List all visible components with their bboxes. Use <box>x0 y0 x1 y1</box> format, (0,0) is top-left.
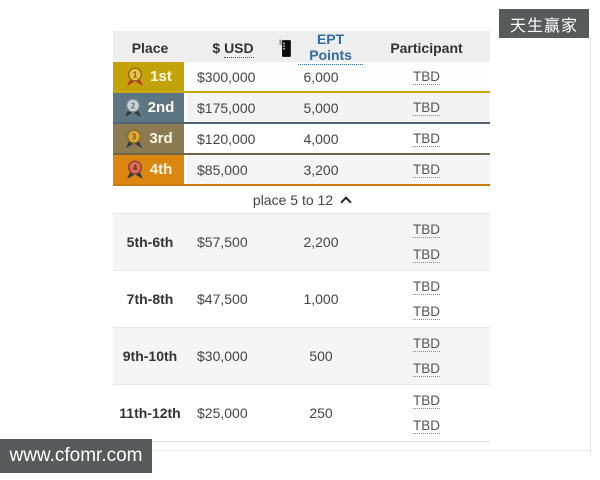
usd-value: $85,000 <box>197 161 248 178</box>
participant-link[interactable]: TBD <box>413 392 440 409</box>
place-label: 5th-6th <box>126 234 174 250</box>
place-label: 9th-10th <box>122 348 178 364</box>
header-participant: Participant <box>390 40 463 56</box>
ept-points-link[interactable]: EPT Points <box>298 31 363 65</box>
participant-link[interactable]: TBD <box>413 360 440 377</box>
usd-label: USD <box>224 40 254 58</box>
participant-link[interactable]: TBD <box>413 417 440 434</box>
participant-link[interactable]: TBD <box>413 303 440 320</box>
usd-value: $30,000 <box>197 348 248 364</box>
usd-value: $175,000 <box>197 99 256 116</box>
participant-link[interactable]: TBD <box>413 131 440 147</box>
payout-table: Place $ USD EPT Points Participant 1 1 <box>113 31 490 442</box>
svg-text:4: 4 <box>133 163 138 172</box>
toggle-label: place 5 to 12 <box>252 191 334 208</box>
participant-link[interactable]: TBD <box>413 278 440 295</box>
page-edge-line <box>152 450 592 451</box>
header-place: Place <box>131 40 169 56</box>
points-value: 3,200 <box>303 161 339 178</box>
points-value: 6,000 <box>303 68 339 85</box>
participant-link[interactable]: TBD <box>413 221 440 238</box>
place-label: 2nd <box>147 99 175 116</box>
usd-value: $57,500 <box>197 234 248 250</box>
chevron-up-icon <box>340 195 352 208</box>
ept-points-icon <box>279 39 291 57</box>
page-edge-line <box>590 38 591 455</box>
points-value: 500 <box>309 348 333 364</box>
watermark-bottom-left: www.cfomr.com <box>0 439 152 473</box>
usd-symbol: $ <box>212 40 221 56</box>
points-value: 4,000 <box>303 130 339 147</box>
place-cell-2nd: 2 2nd <box>113 93 187 122</box>
place-label: 11th-12th <box>119 405 181 421</box>
place-label: 1st <box>150 68 172 85</box>
usd-value: $300,000 <box>197 68 256 85</box>
usd-value: $47,500 <box>197 291 248 307</box>
table-row: 5th-6th $57,500 2,200 TBD TBD <box>113 214 490 271</box>
participant-link[interactable]: TBD <box>413 162 440 178</box>
usd-value: $25,000 <box>197 405 248 421</box>
participant-link[interactable]: TBD <box>413 246 440 263</box>
watermark-top-right: 天生赢家 <box>498 9 589 38</box>
usd-value: $120,000 <box>197 130 256 147</box>
silver-medal-icon: 2 <box>124 97 141 117</box>
bronze-medal-icon: 3 <box>126 128 143 148</box>
place-cell-1st: 1 1st <box>113 62 187 91</box>
table-row: 2 2nd $175,000 5,000 TBD <box>113 93 490 124</box>
svg-text:2: 2 <box>130 101 135 110</box>
svg-text:3: 3 <box>132 132 137 141</box>
header-ept-points: EPT Points <box>279 31 363 65</box>
place-label: 3rd <box>149 130 173 147</box>
gold-medal-icon: 1 <box>127 66 144 86</box>
table-row: 1 1st $300,000 6,000 TBD <box>113 62 490 93</box>
table-row: 4 4th $85,000 3,200 TBD <box>113 155 490 186</box>
participant-link[interactable]: TBD <box>413 69 440 85</box>
place-cell-4th: 4 4th <box>113 155 187 184</box>
table-row: 9th-10th $30,000 500 TBD TBD <box>113 328 490 385</box>
place-label: 4th <box>149 161 173 178</box>
place-cell-3rd: 3 3rd <box>113 124 187 153</box>
red-medal-icon: 4 <box>126 159 143 179</box>
header-usd: $ USD <box>187 40 279 58</box>
participant-link[interactable]: TBD <box>413 335 440 352</box>
place-label: 7th-8th <box>126 291 174 307</box>
points-value: 2,200 <box>303 234 339 250</box>
place-5-to-12-toggle[interactable]: place 5 to 12 <box>113 186 490 214</box>
table-row: 11th-12th $25,000 250 TBD TBD <box>113 385 490 442</box>
table-header-row: Place $ USD EPT Points Participant <box>113 31 490 65</box>
points-value: 250 <box>309 405 333 421</box>
table-row: 7th-8th $47,500 1,000 TBD TBD <box>113 271 490 328</box>
svg-text:1: 1 <box>133 70 138 79</box>
points-value: 5,000 <box>303 99 339 116</box>
points-value: 1,000 <box>303 291 339 307</box>
table-row: 3 3rd $120,000 4,000 TBD <box>113 124 490 155</box>
participant-link[interactable]: TBD <box>413 100 440 116</box>
